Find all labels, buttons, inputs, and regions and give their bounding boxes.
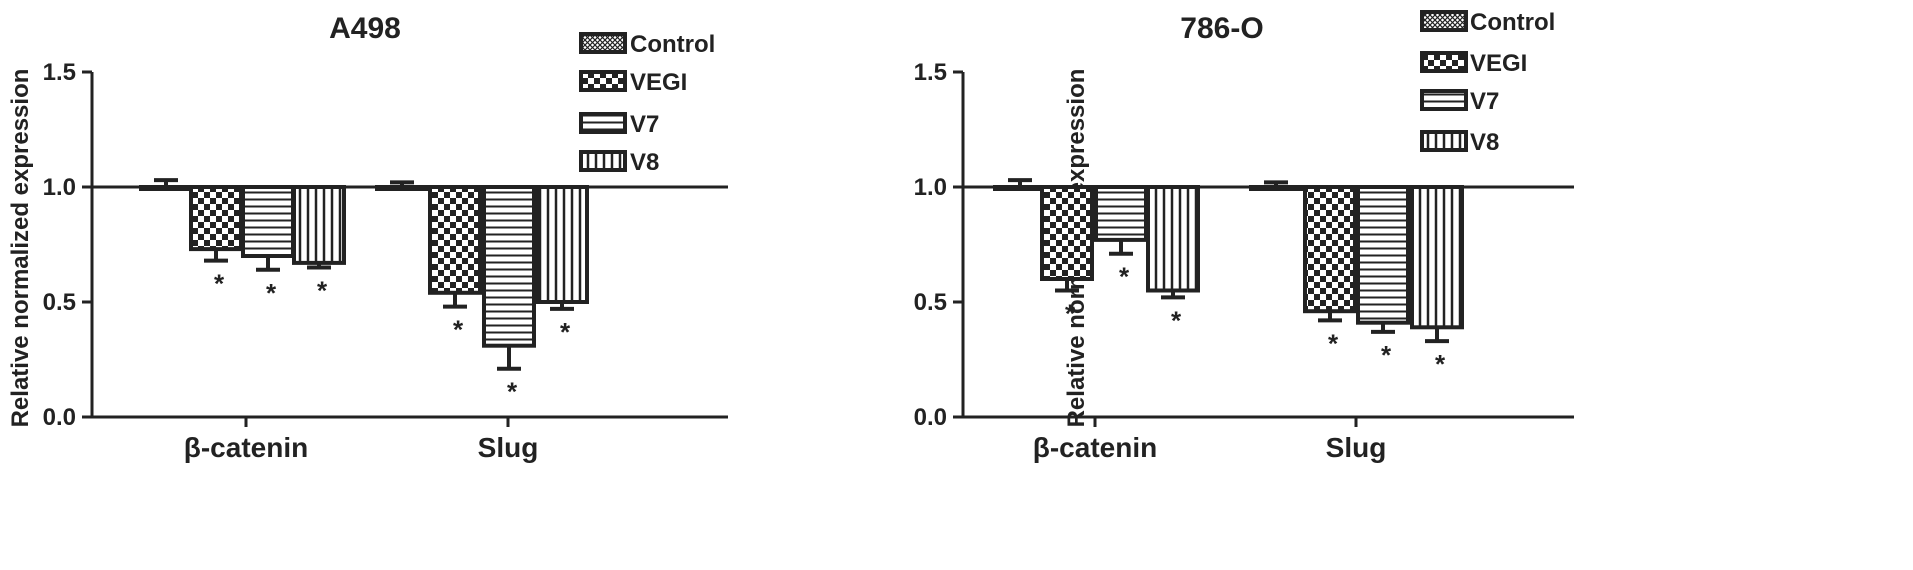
legend: Control VEGI V7 V8 [1420,9,1555,156]
significance-mark: * [1328,328,1339,358]
legend-label: V8 [630,149,659,176]
bar-vegi-0 [189,185,243,252]
legend-swatch-v7 [579,112,627,134]
y-tick-label: 0.0 [914,404,947,431]
chart-title: A498 [329,12,401,45]
x-category-label: β-catenin [1033,432,1157,463]
y-tick-label: 1.5 [43,59,76,86]
plot-area: 0.0 0.5 1.0 1.5 β-catenin Slug * * * * * * [43,59,728,463]
bar-control-1 [1249,185,1303,191]
bar-v8-1 [1410,185,1464,330]
legend: Control VEGI V7 V8 [579,31,715,176]
significance-mark: * [1171,305,1182,335]
legend-label: Control [630,31,715,58]
bar-vegi-1 [1303,185,1357,314]
legend-swatch-v8 [579,150,627,172]
bar-v8-1 [535,185,589,304]
bar-v7-0 [241,185,295,258]
legend-swatch-v8 [1420,130,1468,152]
legend-swatch-v7 [1420,89,1468,111]
significance-mark: * [1435,349,1446,379]
legend-label: VEGI [630,69,687,96]
y-tick-label: 0.5 [914,289,947,316]
bar-v7-1 [482,185,536,348]
x-category-label: β-catenin [184,432,308,463]
bar-vegi-1 [428,185,482,295]
bar-control-0 [139,185,193,191]
plot-area: 0.0 0.5 1.0 1.5 β-catenin Slug * * * * * * [914,59,1574,463]
significance-mark: * [266,278,277,308]
legend-swatch-control [579,32,627,54]
legend-swatch-vegi [579,70,627,92]
legend-label: V8 [1470,129,1499,156]
significance-mark: * [507,377,518,407]
chart-title: 786-O [1180,12,1263,45]
bar-v8-0 [1146,185,1200,293]
legend-swatch-control [1420,10,1468,32]
y-tick-label: 1.0 [43,174,76,201]
bar-v8-0 [292,185,346,265]
y-axis-label: Relative normalized expression [7,69,34,428]
x-category-label: Slug [1326,432,1387,463]
significance-mark: * [1119,262,1130,292]
bar-v7-0 [1094,185,1148,242]
legend-label: Control [1470,9,1555,36]
bar-control-1 [375,185,429,191]
significance-mark: * [453,315,464,345]
legend-label: V7 [630,111,659,138]
legend-label: V7 [1470,88,1499,115]
y-tick-label: 1.5 [914,59,947,86]
significance-mark: * [214,269,225,299]
y-tick-label: 0.5 [43,289,76,316]
y-tick-label: 0.0 [43,404,76,431]
legend-label: VEGI [1470,50,1527,77]
significance-mark: * [317,276,328,306]
bar-vegi-0 [1040,185,1094,281]
x-category-label: Slug [478,432,539,463]
chart-panel-a498: A498 Relative normalized expression 0.00… [7,12,728,463]
bar-control-0 [993,185,1047,191]
chart-panel-786-o: 786-O Relative normalized expression 0.0… [914,9,1574,463]
significance-mark: * [1065,299,1076,329]
significance-mark: * [1381,340,1392,370]
significance-mark: * [560,317,571,347]
bar-v7-1 [1356,185,1410,325]
legend-swatch-vegi [1420,51,1468,73]
y-tick-label: 1.0 [914,174,947,201]
